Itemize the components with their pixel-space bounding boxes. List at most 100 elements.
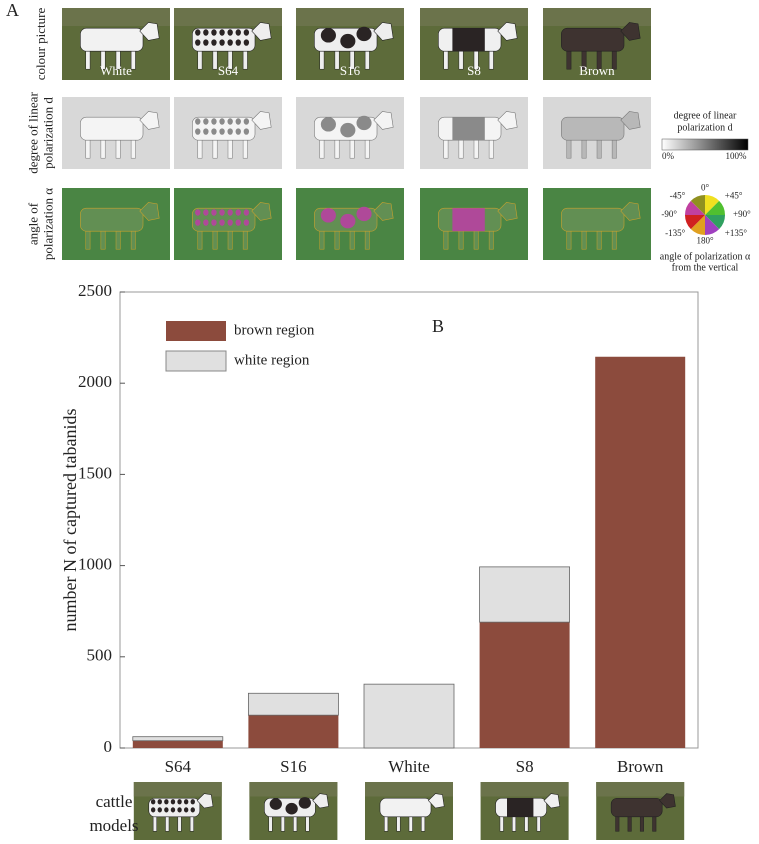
- cow-spot: [219, 128, 225, 135]
- cow-spot: [211, 29, 217, 36]
- cow-spot: [211, 39, 217, 46]
- column-label: Brown: [579, 63, 615, 78]
- x-tick-label: S64: [165, 757, 192, 776]
- cow-head: [497, 202, 518, 221]
- cow-spot: [340, 33, 356, 49]
- cow-spot: [356, 115, 372, 131]
- cow-spot: [177, 807, 182, 813]
- cow-head: [251, 111, 272, 130]
- cow-head: [196, 793, 214, 809]
- cow-spot: [320, 208, 336, 223]
- photo-tint: [296, 188, 404, 260]
- cow-head: [620, 202, 641, 221]
- cow-band: [507, 798, 534, 817]
- row-label: colour picture: [33, 7, 48, 80]
- bar: [479, 622, 570, 748]
- cow-spot: [195, 39, 201, 46]
- cow-spot: [219, 118, 225, 125]
- row-label: polarization d: [40, 97, 55, 169]
- cow-spot: [227, 128, 233, 135]
- cow-spot: [164, 807, 169, 813]
- cow-spot: [235, 39, 241, 46]
- cow-spot: [243, 118, 250, 125]
- cow-spot: [243, 39, 250, 46]
- photo-tint: [543, 188, 651, 260]
- photo-tint: [420, 188, 528, 260]
- cow-spot: [227, 29, 233, 36]
- cow-body: [610, 797, 663, 818]
- colorbar-label: 0%: [662, 151, 675, 161]
- cow-spot: [298, 797, 311, 809]
- cow-spot: [356, 206, 372, 222]
- cow-spot: [195, 209, 201, 216]
- cow-body: [80, 27, 144, 52]
- column-label: White: [100, 63, 132, 78]
- aop-wheel-sector: [690, 215, 705, 235]
- cow-body: [80, 207, 144, 232]
- photo-sky: [133, 782, 222, 797]
- cow-band: [452, 208, 485, 232]
- cow-spot: [203, 39, 209, 46]
- x-tick-label: Brown: [617, 757, 664, 776]
- photo-sky: [596, 782, 685, 797]
- bar: [479, 566, 571, 623]
- photo-sky: [420, 8, 528, 26]
- aop-wheel-sector: [705, 215, 720, 235]
- cow-spot: [203, 128, 209, 135]
- cow-spot: [243, 128, 250, 135]
- bar: [363, 683, 455, 749]
- photo-sky: [296, 8, 404, 26]
- cow-spot: [203, 219, 209, 226]
- legend-title: polarization d: [677, 122, 732, 133]
- column-label: S8: [467, 63, 481, 78]
- aop-wheel-label: +90°: [733, 209, 751, 219]
- legend-swatch: [165, 350, 227, 372]
- bar: [132, 736, 224, 742]
- cow-spot: [243, 209, 250, 216]
- cow-head: [373, 111, 394, 130]
- panel-letter: A: [6, 0, 19, 20]
- cow-head: [373, 202, 394, 221]
- cow-head: [620, 22, 641, 41]
- cow-spot: [243, 29, 250, 36]
- y-tick-label: 500: [87, 646, 113, 665]
- bar: [132, 740, 223, 748]
- aop-wheel-sector: [685, 200, 705, 215]
- photo-sky: [365, 782, 453, 797]
- aop-wheel-label: 0°: [701, 182, 710, 192]
- aop-wheel-label: +45°: [725, 190, 743, 200]
- bar: [248, 715, 339, 748]
- cow-head: [497, 111, 518, 130]
- legend-label: white region: [234, 352, 310, 368]
- photo-sky: [62, 8, 170, 26]
- y-tick-label: 1000: [78, 555, 112, 574]
- models-label: models: [89, 816, 138, 835]
- cow-spot: [150, 807, 156, 813]
- models-label: cattle: [96, 792, 133, 811]
- legend-caption: angle of polarization α: [660, 251, 751, 262]
- cow-spot: [164, 799, 169, 805]
- legend-swatch: [166, 321, 226, 341]
- panel-letter: B: [432, 316, 444, 336]
- cow-head: [497, 22, 518, 41]
- photo-sky: [543, 8, 651, 26]
- aop-wheel-label: -45°: [670, 190, 686, 200]
- cow-spot: [235, 209, 241, 216]
- cow-spot: [195, 29, 201, 36]
- cow-spot: [320, 28, 336, 43]
- cow-spot: [340, 122, 356, 138]
- legend-title: degree of linear: [674, 110, 737, 121]
- cow-spot: [183, 799, 189, 805]
- cow-spot: [219, 39, 225, 46]
- y-tick-label: 0: [104, 737, 113, 756]
- cow-spot: [170, 807, 176, 813]
- cow-spot: [157, 799, 162, 805]
- cow-spot: [190, 807, 195, 813]
- cow-body: [379, 797, 432, 818]
- bar: [595, 356, 686, 748]
- cow-body: [80, 116, 144, 141]
- cow-spot: [183, 807, 189, 813]
- cow-spot: [203, 29, 209, 36]
- cow-spot: [195, 128, 201, 135]
